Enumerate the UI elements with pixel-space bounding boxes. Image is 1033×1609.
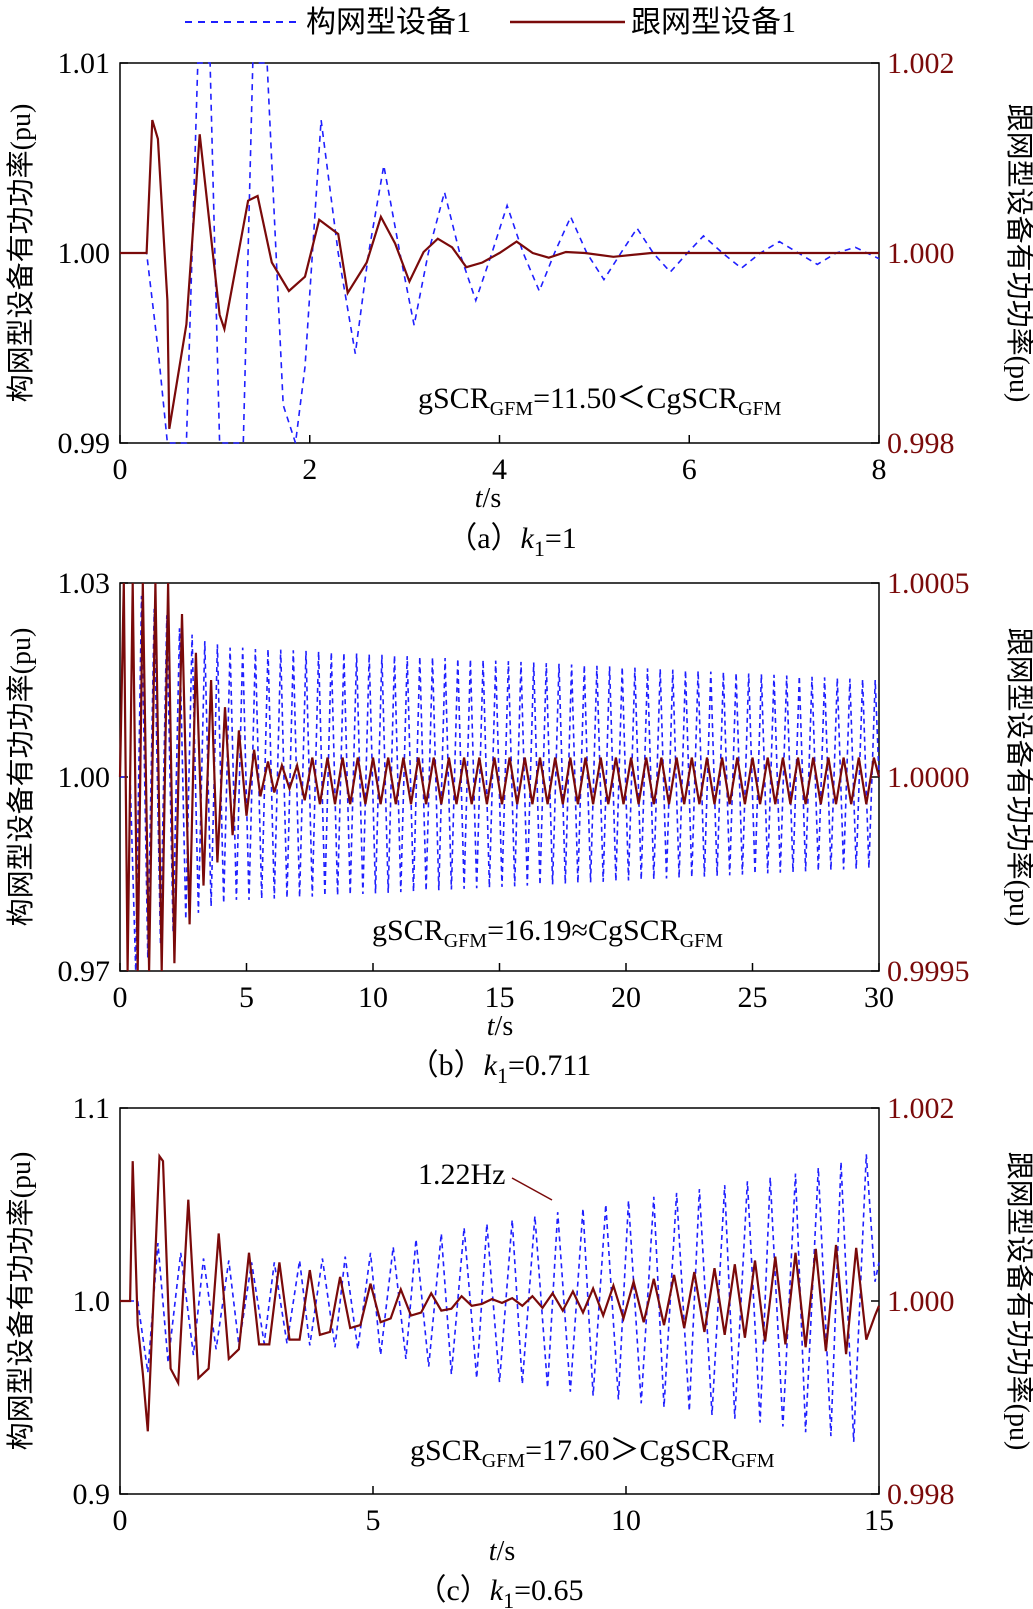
x-tick-label: 8 — [872, 453, 887, 486]
x-tick-label: 25 — [738, 981, 768, 1014]
x-tick-label: 2 — [302, 453, 317, 486]
y-tick-label-left: 1.01 — [58, 47, 111, 80]
gscr-annotation: gSCRGFM=11.50＜CgSCRGFM — [418, 382, 782, 420]
y-tick-label-left: 0.99 — [58, 427, 111, 460]
x-tick-label: 0 — [113, 453, 128, 486]
y-tick-label-right: 0.9995 — [887, 955, 970, 988]
y-tick-label-right: 0.998 — [887, 427, 955, 460]
x-tick-label: 6 — [682, 453, 697, 486]
panel-caption: （a）k1=1 — [447, 522, 577, 561]
y-tick-label-left: 1.00 — [58, 761, 111, 794]
y-tick-label-right: 1.002 — [887, 47, 955, 80]
x-tick-label: 20 — [611, 981, 641, 1014]
gscr-annotation: gSCRGFM=16.19≈CgSCRGFM — [372, 914, 723, 952]
x-tick-label: 30 — [864, 981, 894, 1014]
gfl-series-line — [120, 119, 879, 429]
y-tick-label-right: 1.0005 — [887, 567, 970, 600]
panel-c: 0 5 10 15 0.9 1.0 1.1 0.998 1.000 1.002 1.22Hz g… — [5, 1092, 1033, 1609]
y-axis-label-right: 跟网型设备有功功率(pu) — [1003, 1152, 1033, 1451]
y-tick-label-left: 1.0 — [73, 1285, 111, 1318]
gfm-series-line — [120, 62, 880, 444]
y-tick-label-left: 1.03 — [58, 567, 111, 600]
y-ticks: 0.9 1.0 1.1 0.998 1.000 1.002 — [73, 1092, 955, 1511]
x-axis-label: t/s — [475, 483, 501, 514]
x-tick-label: 5 — [239, 981, 254, 1014]
x-axis-label: t/s — [487, 1011, 513, 1042]
gfl-series-line — [120, 1152, 881, 1432]
gfm-series-line — [120, 595, 880, 972]
y-axis-label-right: 跟网型设备有功功率(pu) — [1003, 628, 1033, 927]
x-axis-label: t/s — [489, 1536, 515, 1567]
gfm-series-line — [120, 1154, 880, 1442]
y-tick-label-left: 0.9 — [73, 1478, 111, 1511]
hz-callout: 1.22Hz — [418, 1158, 505, 1191]
y-ticks: 0.97 1.00 1.03 0.9995 1.0000 1.0005 — [58, 567, 970, 988]
x-tick-label: 10 — [358, 981, 388, 1014]
panel-b: 0 5 10 15 20 25 30 0.97 1.00 1.03 0.9995 1.0000 1.0… — [5, 567, 1033, 1088]
y-axis-label-left: 构网型设备有功功率(pu) — [5, 1152, 37, 1451]
y-axis-label-left: 构网型设备有功功率(pu) — [5, 104, 37, 403]
x-ticks: 0 2 4 6 8 — [113, 435, 887, 486]
gscr-annotation: gSCRGFM=17.60＞CgSCRGFM — [410, 1434, 775, 1472]
panel-caption: （c）k1=0.65 — [416, 1574, 583, 1609]
x-ticks: 0 5 10 15 — [113, 1486, 894, 1537]
x-tick-label: 0 — [113, 1504, 128, 1537]
y-tick-label-left: 1.1 — [73, 1092, 111, 1125]
x-tick-label: 10 — [611, 1504, 641, 1537]
x-ticks: 0 5 10 15 20 25 30 — [113, 963, 894, 1014]
y-axis-label-right: 跟网型设备有功功率(pu) — [1003, 104, 1033, 403]
legend: 构网型设备1 跟网型设备1 — [185, 6, 796, 39]
y-tick-label-left: 0.97 — [58, 955, 111, 988]
x-tick-label: 5 — [366, 1504, 381, 1537]
legend-label-gfm: 构网型设备1 — [306, 6, 471, 39]
y-tick-label-right: 1.002 — [887, 1092, 955, 1125]
panel-caption: （b）k1=0.711 — [409, 1049, 592, 1088]
x-tick-label: 0 — [113, 981, 128, 1014]
y-tick-label-right: 0.998 — [887, 1478, 955, 1511]
x-tick-label: 15 — [485, 981, 515, 1014]
y-tick-label-right: 1.000 — [887, 1285, 955, 1318]
y-tick-label-left: 1.00 — [58, 237, 111, 270]
y-axis-label-left: 构网型设备有功功率(pu) — [5, 628, 37, 927]
y-ticks: 0.99 1.00 1.01 0.998 1.000 1.002 — [58, 47, 955, 460]
x-tick-label: 4 — [492, 453, 507, 486]
hz-callout-leader — [511, 1177, 553, 1201]
gfl-series-line — [118, 582, 881, 972]
legend-label-gfl: 跟网型设备1 — [631, 6, 796, 39]
y-tick-label-right: 1.000 — [887, 237, 955, 270]
x-tick-label: 15 — [864, 1504, 894, 1537]
y-tick-label-right: 1.0000 — [887, 761, 970, 794]
panel-a: 0 2 4 6 8 0.99 1.00 1.01 0.998 1.000 1.002 gSCRGF… — [5, 47, 1033, 561]
